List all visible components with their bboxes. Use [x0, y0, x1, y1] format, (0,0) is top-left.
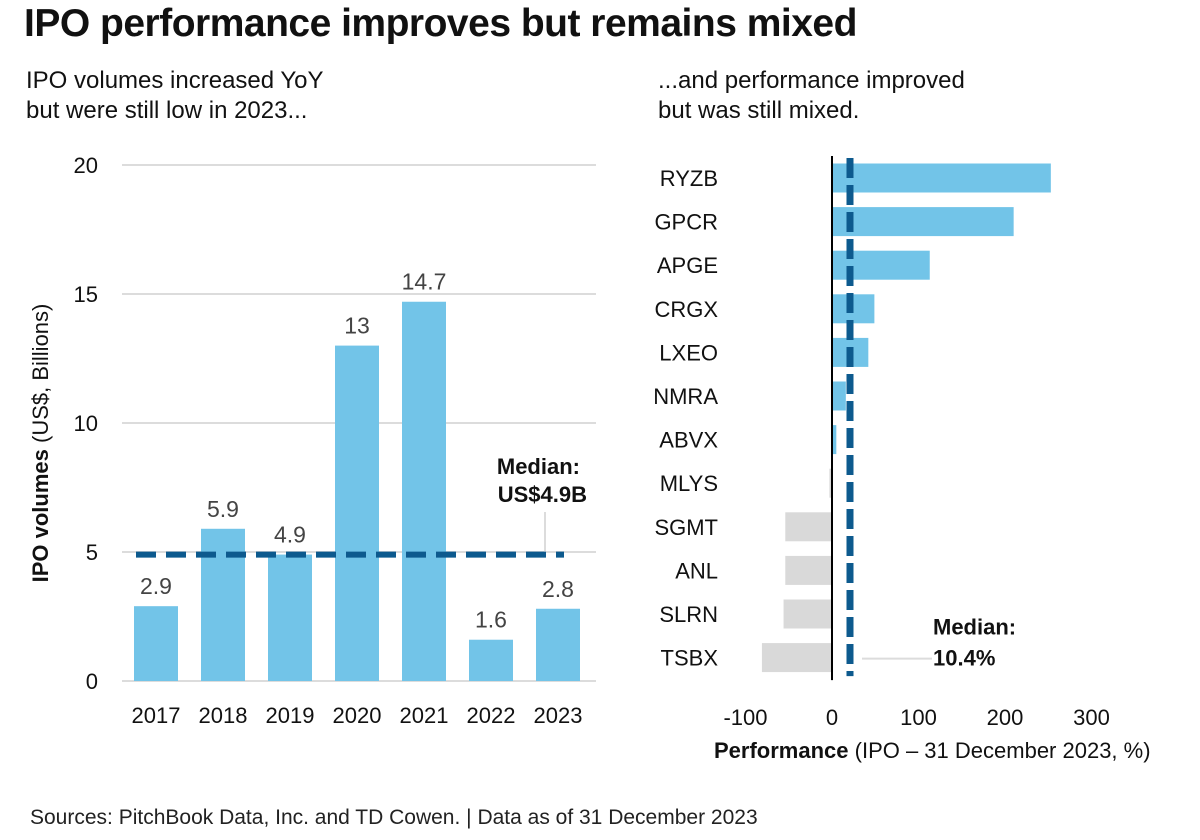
- y-axis-label-bold: IPO volumes: [28, 443, 53, 582]
- bar-value-label: 4.9: [274, 522, 306, 548]
- y-category-label: SLRN: [659, 602, 718, 627]
- bar-GPCR: [832, 207, 1014, 237]
- left-subtitle-line1: IPO volumes increased YoY: [26, 67, 324, 94]
- y-category-label: TSBX: [661, 646, 719, 671]
- bar-value-label: 5.9: [207, 496, 239, 522]
- x-tick-label: 100: [900, 705, 937, 730]
- x-tick-label: 2023: [534, 703, 583, 728]
- bar-ABVX: [832, 425, 837, 455]
- y-category-label: LXEO: [659, 340, 718, 365]
- bar-SGMT: [785, 512, 832, 542]
- x-tick-label: -100: [723, 705, 767, 730]
- y-category-label: APGE: [657, 253, 718, 278]
- y-category-label: MLYS: [660, 471, 718, 496]
- x-tick-label: 2019: [266, 703, 315, 728]
- bar-value-label: 13: [344, 313, 370, 339]
- y-tick-label: 0: [86, 669, 98, 694]
- bar-2019: [268, 554, 312, 681]
- bar-ANL: [785, 555, 832, 585]
- right-subtitle-line2: but was still mixed.: [658, 97, 860, 124]
- x-tick-label: 2017: [132, 703, 181, 728]
- x-tick-label: 2022: [467, 703, 516, 728]
- bar-2017: [134, 606, 178, 681]
- bar-2022: [469, 639, 513, 681]
- left-subtitle-line2: but were still low in 2023...: [26, 97, 308, 124]
- y-axis-label-rest: (US$, Billions): [28, 304, 53, 443]
- y-tick-label: 5: [86, 540, 98, 565]
- x-tick-label: 2021: [400, 703, 449, 728]
- x-tick-label: 0: [826, 705, 838, 730]
- bar-TSBX: [761, 643, 832, 673]
- right-subtitle: ...and performance improved but was stil…: [658, 66, 1078, 126]
- ipo-volume-chart: 0 5 10 15 20 2.9 2017 5.9 2018 4.9 2019 13 2020 14.7 2…: [28, 153, 596, 728]
- x-tick-label: 2018: [199, 703, 248, 728]
- y-category-label: CRGX: [654, 297, 718, 322]
- x-tick-label: 200: [987, 705, 1024, 730]
- y-tick-label: 20: [74, 153, 98, 178]
- bar-NMRA: [832, 381, 846, 411]
- median-label-line1: Median:: [497, 454, 580, 479]
- bar-value-label: 2.8: [542, 576, 574, 602]
- right-subtitle-line1: ...and performance improved: [658, 67, 965, 94]
- y-tick-label: 15: [74, 282, 98, 307]
- median-label-line1: Median:: [933, 615, 1016, 640]
- bar-2021: [402, 301, 446, 681]
- median-label-line2: 10.4%: [933, 646, 995, 671]
- bar-value-label: 2.9: [140, 573, 172, 599]
- x-tick-label: 300: [1073, 705, 1110, 730]
- bar-RYZB: [832, 163, 1051, 193]
- bar-SLRN: [783, 599, 832, 629]
- ipo-performance-chart: RYZB GPCR APGE CRGX LXEO NMRA ABVX MLYS SGMT ANL S…: [653, 156, 1151, 763]
- x-axis-label-bold: Performance: [714, 738, 855, 763]
- y-category-label: SGMT: [654, 515, 718, 540]
- x-axis-label: Performance (IPO – 31 December 2023, %): [714, 738, 1151, 763]
- y-category-label: RYZB: [660, 166, 718, 191]
- bar-2023: [536, 608, 580, 681]
- left-subtitle: IPO volumes increased YoY but were still…: [26, 66, 446, 126]
- median-label-line2: US$4.9B: [498, 482, 587, 507]
- bar-MLYS: [829, 468, 832, 498]
- source-note: Sources: PitchBook Data, Inc. and TD Cow…: [30, 806, 758, 829]
- y-category-label: ANL: [675, 558, 718, 583]
- chart-title: IPO performance improves but remains mix…: [24, 2, 857, 45]
- x-tick-label: 2020: [333, 703, 382, 728]
- y-tick-label: 10: [74, 411, 98, 436]
- y-category-label: ABVX: [659, 428, 718, 453]
- bar-value-label: 14.7: [402, 269, 447, 295]
- y-category-label: GPCR: [654, 210, 718, 235]
- y-category-label: NMRA: [653, 384, 718, 409]
- bar-value-label: 1.6: [475, 607, 507, 633]
- x-axis-label-rest: (IPO – 31 December 2023, %): [855, 738, 1151, 763]
- bar-2020: [335, 345, 379, 681]
- y-axis-label: IPO volumes (US$, Billions): [28, 304, 53, 583]
